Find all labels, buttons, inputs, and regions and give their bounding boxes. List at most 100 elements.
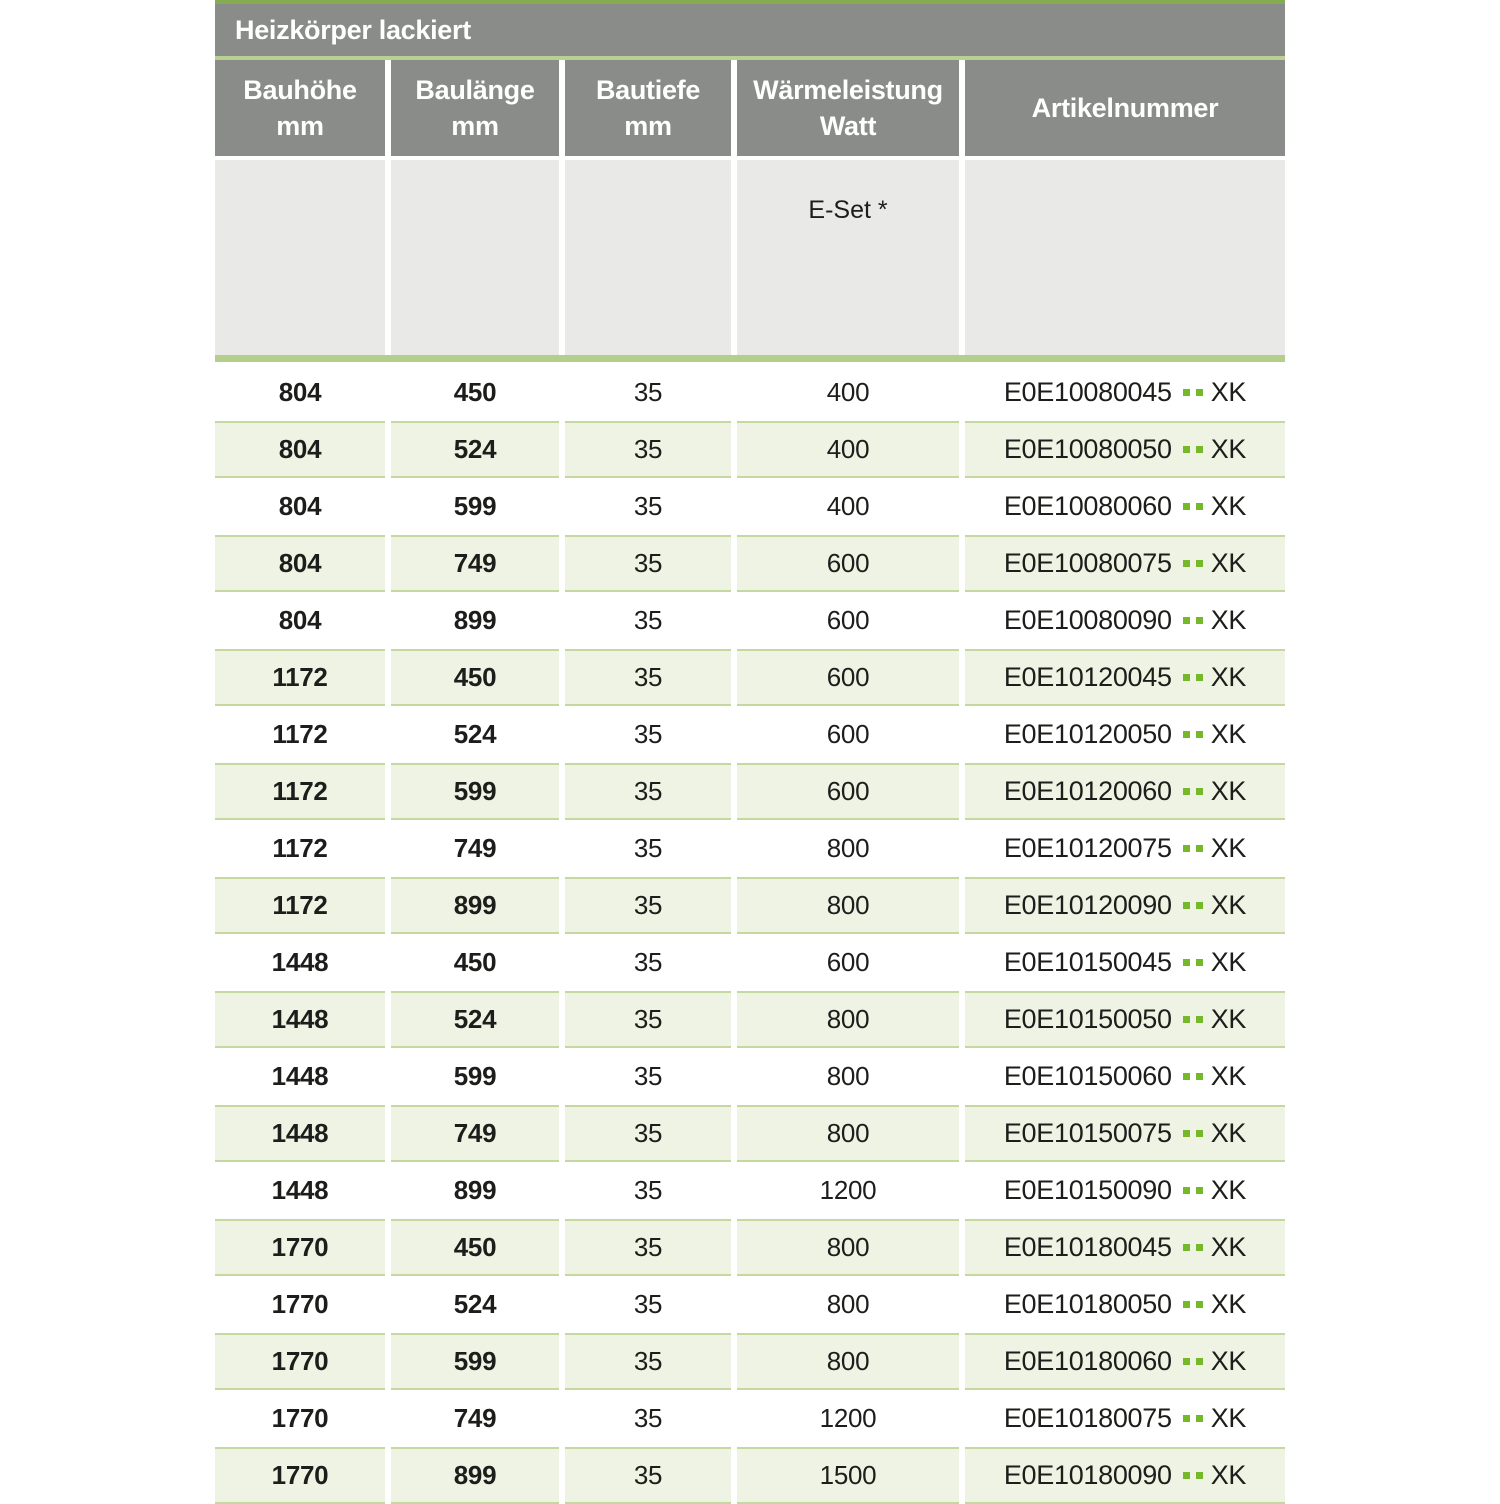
table-row: 1770 524 35 800 E0E10180050 XK [215,1276,1285,1333]
column-header-label: Artikelnummer [1031,92,1219,123]
cell-bauhoehe: 1172 [215,877,385,934]
artikelnummer-suffix: XK [1210,1346,1247,1376]
column-header-3: Bautiefe mm [565,60,731,156]
artikelnummer-dot-icon [1182,1358,1190,1365]
cell-bautiefe: 35 [565,763,731,820]
artikelnummer-suffix: XK [1210,377,1247,407]
cell-baulaenge: 524 [391,1276,559,1333]
artikelnummer-suffix: XK [1210,833,1247,863]
artikelnummer-dot-icon [1195,560,1203,567]
artikelnummer-suffix: XK [1210,1289,1247,1319]
artikelnummer-suffix: XK [1210,719,1247,749]
cell-baulaenge: 899 [391,1162,559,1219]
column-header-2: Baulänge mm [391,60,559,156]
cell-bautiefe: 35 [565,877,731,934]
title-separator-line [215,56,1285,60]
subheader-cell-2 [391,160,559,355]
cell-baulaenge: 450 [391,1219,559,1276]
cell-baulaenge: 899 [391,1447,559,1504]
cell-baulaenge: 899 [391,592,559,649]
table-row: 1770 899 35 1500 E0E10180090 XK [215,1447,1285,1504]
artikelnummer-dot-icon [1182,674,1190,681]
cell-artikelnummer: E0E10080075 XK [965,535,1285,592]
cell-bautiefe: 35 [565,1390,731,1447]
artikelnummer-prefix: E0E10150045 [1003,947,1172,977]
artikelnummer-dot-icon [1195,1472,1203,1479]
cell-bauhoehe: 1770 [215,1276,385,1333]
table-row: 1172 450 35 600 E0E10120045 XK [215,649,1285,706]
artikelnummer-dot-icon [1182,1301,1190,1308]
table-row: 1448 899 35 1200 E0E10150090 XK [215,1162,1285,1219]
column-header-unit: mm [451,111,499,141]
artikelnummer-prefix: E0E10180090 [1003,1460,1172,1490]
column-header-label: Baulänge [415,74,535,105]
cell-bautiefe: 35 [565,1048,731,1105]
table-row: 1172 749 35 800 E0E10120075 XK [215,820,1285,877]
cell-baulaenge: 524 [391,706,559,763]
table-title: Heizkörper lackiert [235,15,471,45]
cell-bautiefe: 35 [565,1105,731,1162]
cell-waermeleistung: 600 [737,934,959,991]
artikelnummer-prefix: E0E10150090 [1003,1175,1172,1205]
artikelnummer-suffix: XK [1210,1004,1247,1034]
artikelnummer-dot-icon [1182,1415,1190,1422]
cell-baulaenge: 899 [391,877,559,934]
artikelnummer-dot-icon [1182,1187,1190,1194]
table-row: 1448 450 35 600 E0E10150045 XK [215,934,1285,991]
artikelnummer-dot-icon [1182,1130,1190,1137]
artikelnummer-prefix: E0E10150060 [1003,1061,1172,1091]
cell-waermeleistung: 800 [737,877,959,934]
table-title-bar: Heizkörper lackiert [215,4,1285,56]
artikelnummer-dot-icon [1195,1415,1203,1422]
table-row: 1770 749 35 1200 E0E10180075 XK [215,1390,1285,1447]
cell-baulaenge: 749 [391,1390,559,1447]
product-table: Heizkörper lackiert Bauhöhe mm Baulänge mm B… [215,0,1285,1504]
cell-bautiefe: 35 [565,478,731,535]
column-header-unit: mm [276,111,324,141]
column-header-row: Bauhöhe mm Baulänge mm Bautiefe mm Wärmeleistu… [215,60,1285,156]
artikelnummer-prefix: E0E10180075 [1003,1403,1172,1433]
artikelnummer-suffix: XK [1210,890,1247,920]
artikelnummer-dot-icon [1195,902,1203,909]
cell-bauhoehe: 1448 [215,1105,385,1162]
cell-waermeleistung: 800 [737,820,959,877]
cell-artikelnummer: E0E10080060 XK [965,478,1285,535]
artikelnummer-dot-icon [1182,503,1190,510]
cell-artikelnummer: E0E10150050 XK [965,991,1285,1048]
artikelnummer-dot-icon [1195,617,1203,624]
artikelnummer-suffix: XK [1210,548,1247,578]
cell-waermeleistung: 1500 [737,1447,959,1504]
cell-waermeleistung: 600 [737,763,959,820]
table-row: 1448 524 35 800 E0E10150050 XK [215,991,1285,1048]
cell-bauhoehe: 1172 [215,820,385,877]
artikelnummer-suffix: XK [1210,1175,1247,1205]
subheader-cell-5 [965,160,1285,355]
cell-bauhoehe: 1770 [215,1447,385,1504]
cell-artikelnummer: E0E10120060 XK [965,763,1285,820]
artikelnummer-dot-icon [1195,731,1203,738]
artikelnummer-suffix: XK [1210,434,1247,464]
artikelnummer-dot-icon [1195,446,1203,453]
artikelnummer-prefix: E0E10120075 [1003,833,1172,863]
cell-artikelnummer: E0E10180045 XK [965,1219,1285,1276]
cell-waermeleistung: 600 [737,535,959,592]
cell-baulaenge: 524 [391,991,559,1048]
cell-bautiefe: 35 [565,649,731,706]
artikelnummer-dot-icon [1195,1130,1203,1137]
artikelnummer-dot-icon [1195,1301,1203,1308]
cell-bautiefe: 35 [565,934,731,991]
cell-bauhoehe: 1172 [215,649,385,706]
table-row: 1448 749 35 800 E0E10150075 XK [215,1105,1285,1162]
cell-baulaenge: 450 [391,649,559,706]
artikelnummer-suffix: XK [1210,1403,1247,1433]
table-row: 804 524 35 400 E0E10080050 XK [215,421,1285,478]
artikelnummer-suffix: XK [1210,662,1247,692]
cell-artikelnummer: E0E10080090 XK [965,592,1285,649]
header-bottom-accent-bar [215,355,1285,362]
cell-waermeleistung: 1200 [737,1390,959,1447]
artikelnummer-dot-icon [1182,1244,1190,1251]
cell-artikelnummer: E0E10150075 XK [965,1105,1285,1162]
cell-bauhoehe: 1172 [215,706,385,763]
artikelnummer-dot-icon [1195,1358,1203,1365]
column-header-label: Wärmeleistung [753,74,943,105]
